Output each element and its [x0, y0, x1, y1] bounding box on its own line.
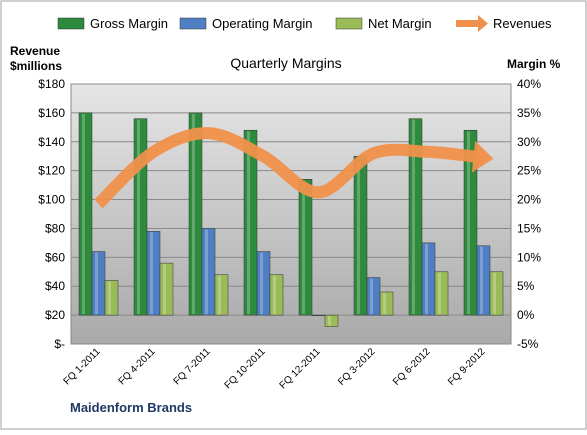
left-tick-label: $80: [45, 221, 65, 235]
left-tick-label: $120: [38, 164, 65, 178]
bar-highlight: [467, 131, 470, 315]
revenue-arrowhead: [471, 140, 494, 173]
legend-swatch: [57, 17, 85, 30]
bar-gross-margin: [188, 112, 203, 316]
legend-swatch: [335, 17, 363, 30]
legend-label: Gross Margin: [90, 16, 168, 31]
left-tick-label: $40: [45, 279, 65, 293]
right-tick-label: -5%: [517, 337, 539, 351]
bar-operating-margin: [311, 314, 326, 316]
legend-swatch: [179, 17, 207, 30]
bar-net-margin: [489, 271, 504, 316]
bar-highlight: [247, 131, 250, 315]
right-tick-label: 40%: [517, 77, 541, 91]
bar-highlight: [137, 119, 140, 315]
bar-highlight: [163, 264, 166, 315]
bar-highlight: [82, 113, 85, 315]
bar-highlight: [493, 272, 496, 315]
bar-highlight: [273, 275, 276, 315]
legend-label: Operating Margin: [212, 16, 312, 31]
bar-gross-margin: [408, 118, 423, 316]
left-tick-label: $140: [38, 135, 65, 149]
left-tick-label: $20: [45, 308, 65, 322]
bar-highlight: [412, 119, 415, 315]
right-axis-label: Margin %: [507, 57, 561, 71]
bar-highlight: [150, 232, 153, 315]
right-tick-label: 10%: [517, 250, 541, 264]
right-tick-label: 20%: [517, 193, 541, 207]
bar-operating-margin: [91, 251, 106, 316]
left-tick-label: $-: [54, 337, 65, 351]
right-axis-ticks: -5% 0% 5% 10% 15% 20% 25% 30% 35% 40%: [517, 77, 541, 351]
left-tick-label: $160: [38, 106, 65, 120]
bar-operating-margin: [366, 277, 381, 316]
bar-highlight: [383, 293, 386, 315]
bar-gross-margin: [78, 112, 93, 316]
legend-label: Net Margin: [368, 16, 432, 31]
bar-net-margin: [434, 271, 449, 316]
bar-net-margin: [159, 262, 174, 316]
company-label: Maidenform Brands: [70, 400, 192, 415]
bar-highlight: [438, 272, 441, 315]
bar-operating-margin: [421, 242, 436, 316]
left-tick-label: $100: [38, 193, 65, 207]
right-tick-label: 25%: [517, 164, 541, 178]
bar-gross-margin: [298, 179, 313, 316]
bar-operating-margin: [146, 231, 161, 316]
bar-net-margin: [104, 280, 119, 316]
bar-net-margin: [324, 314, 339, 327]
bar-highlight: [357, 157, 360, 315]
left-axis-ticks: $- $20 $40 $60 $80 $100 $120 $140 $160 $180: [38, 77, 65, 351]
bar-highlight: [205, 229, 208, 315]
bar-highlight: [108, 281, 111, 315]
right-tick-label: 15%: [517, 221, 541, 235]
legend-arrow: [478, 15, 488, 32]
bar-operating-margin: [201, 228, 216, 316]
bar-operating-margin: [476, 245, 491, 316]
bar-highlight: [260, 252, 263, 315]
left-tick-label: $180: [38, 77, 65, 91]
bar-operating-margin: [256, 251, 271, 316]
left-tick-label: $60: [45, 250, 65, 264]
bar-net-margin: [269, 274, 284, 316]
bar-net-margin: [379, 291, 394, 316]
bar-gross-margin: [353, 155, 368, 316]
right-tick-label: 5%: [517, 279, 535, 293]
bar-highlight: [480, 246, 483, 315]
chart-title: Quarterly Margins: [230, 55, 341, 71]
left-axis-label-line1: Revenue: [10, 44, 60, 58]
bar-highlight: [302, 180, 305, 315]
bar-highlight: [370, 278, 373, 315]
bar-gross-margin: [243, 129, 258, 316]
right-tick-label: 0%: [517, 308, 535, 322]
bar-highlight: [192, 113, 195, 315]
right-tick-label: 35%: [517, 106, 541, 120]
bar-highlight: [218, 275, 221, 315]
bar-highlight: [425, 243, 428, 315]
bar-net-margin: [214, 274, 229, 316]
legend-label: Revenues: [493, 16, 552, 31]
bar-highlight: [328, 316, 331, 326]
revenue-line: [94, 127, 485, 209]
bar-gross-margin: [463, 129, 478, 316]
right-tick-label: 30%: [517, 135, 541, 149]
bar-highlight: [95, 252, 98, 315]
legend: Gross Margin Operating Margin Net Margin Re…: [57, 15, 552, 32]
left-axis-label-line2: $millions: [10, 59, 62, 73]
bar-gross-margin: [133, 118, 148, 316]
revenue-line-layer: [94, 127, 494, 209]
